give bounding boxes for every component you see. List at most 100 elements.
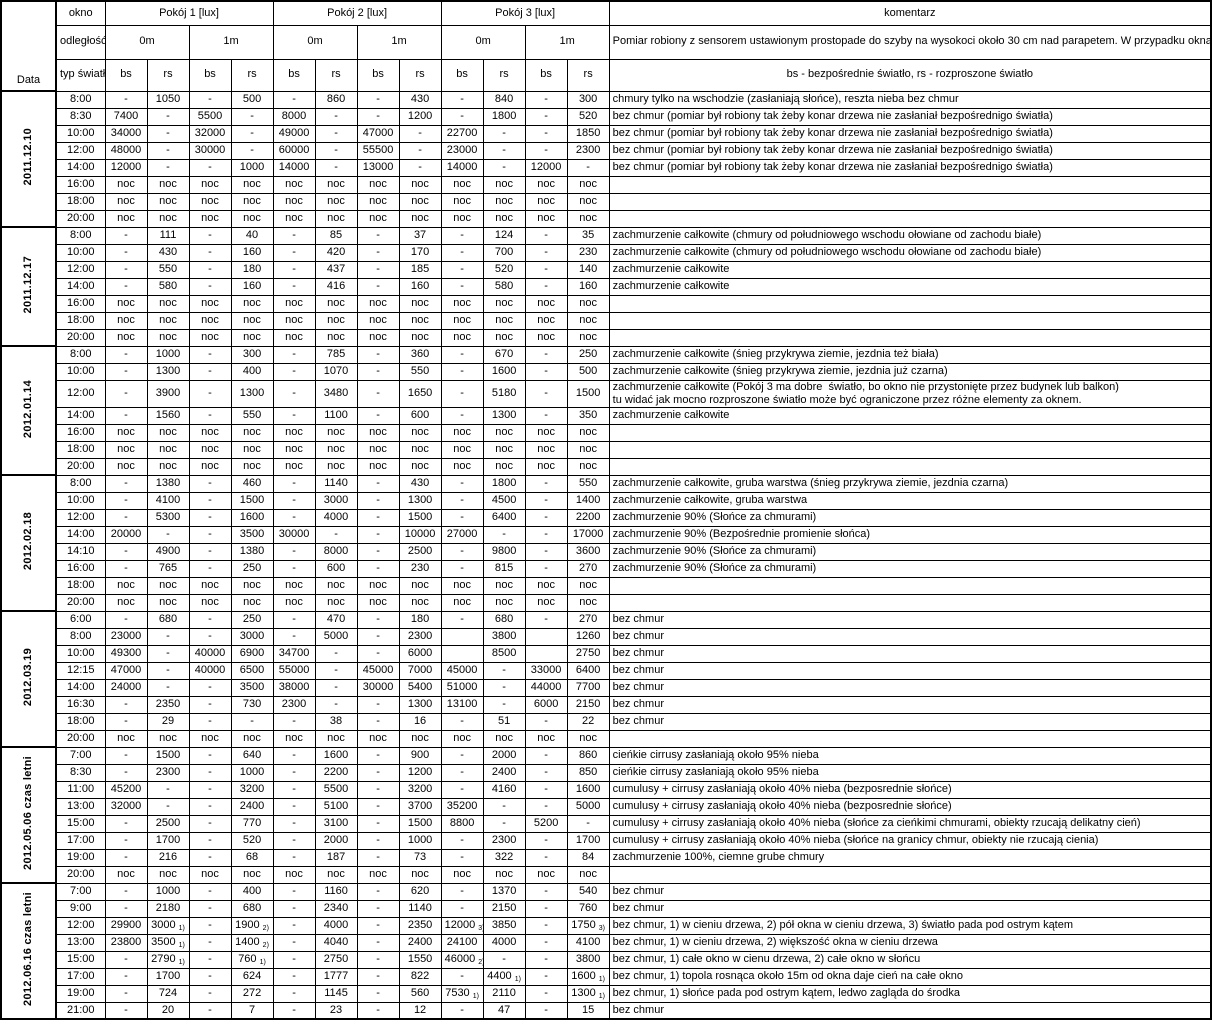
value-cell: 3700 [398, 797, 442, 816]
value-cell: noc [104, 209, 148, 228]
value-cell: 1260 [566, 627, 610, 646]
value-cell: - [524, 848, 568, 867]
table-row: 20:00 noc noc noc noc noc noc noc noc noc noc noc no… [1, 328, 1212, 347]
value-cell: 724 [146, 984, 190, 1003]
time-cell: 20:00 [55, 457, 106, 476]
value-cell: 29 [146, 712, 190, 731]
value-cell: noc [482, 175, 526, 194]
value-cell: 3500 [230, 525, 274, 544]
value-cell: 3480 [314, 379, 358, 408]
value-cell: - [272, 746, 316, 765]
value-cell: 47 [482, 1001, 526, 1020]
value-cell: 1300 [398, 695, 442, 714]
value-cell: 1200 [398, 763, 442, 782]
value-cell: noc [566, 865, 610, 884]
value-cell: noc [104, 311, 148, 330]
value-cell: noc [440, 328, 484, 347]
value-cell: 8000 [272, 107, 316, 126]
value-cell: 2750 [314, 950, 358, 969]
value-cell: 1900 2) [230, 916, 274, 935]
value-cell: 760 1) [230, 950, 274, 969]
value-cell: noc [356, 328, 400, 347]
value-cell: - [188, 610, 232, 629]
value-cell: noc [146, 192, 190, 211]
header-row-type: typ światła bs rs bs rs bs rs bs rs bs r… [1, 58, 1212, 92]
value-cell: 2400 [482, 763, 526, 782]
value-cell: noc [524, 175, 568, 194]
value-cell: - [314, 661, 358, 680]
value-cell: - [104, 695, 148, 714]
value-cell: 6000 [524, 695, 568, 714]
value-cell: 111 [146, 226, 190, 245]
value-cell: noc [440, 865, 484, 884]
value-cell: 3200 [230, 780, 274, 799]
time-cell: 18:00 [55, 192, 106, 211]
value-cell: 7400 [104, 107, 148, 126]
value-cell: 1400 2) [230, 933, 274, 952]
footnote-marker: 1) [259, 959, 266, 967]
value-cell: - [104, 277, 148, 296]
value-cell: 1050 [146, 90, 190, 109]
value-cell: - [356, 1001, 400, 1020]
value-cell: noc [230, 328, 274, 347]
value-cell: 180 [398, 610, 442, 629]
value-cell: noc [104, 192, 148, 211]
value-cell: - [104, 90, 148, 109]
room1-0m-header: 0m [104, 24, 190, 60]
value-cell: noc [356, 423, 400, 442]
footnote-marker: 3) [478, 925, 483, 933]
value-cell: - [314, 695, 358, 714]
value-cell: 2500 [398, 542, 442, 561]
value-cell: - [272, 950, 316, 969]
value-cell: - [146, 124, 190, 143]
table-row: 8:00 23000- -3000-5000-2300 3800 1260 bez chm… [1, 627, 1212, 646]
value-cell: 49000 [272, 124, 316, 143]
value-cell: 5200 [524, 814, 568, 833]
value-cell: 37 [398, 226, 442, 245]
value-cell: - [524, 610, 568, 629]
r1-0m-bs-header: bs [104, 58, 148, 92]
value-cell: - [524, 950, 568, 969]
value-cell: 1600 [482, 362, 526, 381]
value-cell: 47000 [356, 124, 400, 143]
value-cell: noc [230, 423, 274, 442]
value-cell: - [356, 90, 400, 109]
value-cell: noc [398, 175, 442, 194]
value-cell: - [524, 226, 568, 245]
value-cell: 1400 [566, 491, 610, 510]
value-cell: - [440, 1001, 484, 1020]
value-cell: 5400 [398, 678, 442, 697]
value-cell: - [272, 712, 316, 731]
value-cell: - [104, 746, 148, 765]
value-cell: - [524, 525, 568, 544]
value-cell: 8500 [482, 644, 526, 663]
value-cell: 350 [566, 406, 610, 425]
comment-cell: bez chmur (pomiar był robiony tak żeby k… [608, 141, 1212, 160]
time-cell: 8:00 [55, 90, 106, 109]
time-cell: 20:00 [55, 729, 106, 748]
value-cell: - [146, 644, 190, 663]
value-cell: - [188, 899, 232, 918]
value-cell: noc [524, 729, 568, 748]
value-cell: - [482, 678, 526, 697]
value-cell: noc [356, 576, 400, 595]
value-cell: 60000 [272, 141, 316, 160]
table-row: 18:00 noc noc noc noc noc noc noc noc noc noc noc no… [1, 576, 1212, 595]
table-row: 18:00 noc noc noc noc noc noc noc noc noc noc noc no… [1, 192, 1212, 211]
footnote-marker: 1) [598, 976, 605, 984]
comment-cell: bez chmur (pomiar był robiony tak żeby k… [608, 124, 1212, 143]
value-cell: noc [230, 729, 274, 748]
value-cell: noc [272, 576, 316, 595]
value-cell: - [482, 141, 526, 160]
value-cell: 785 [314, 345, 358, 364]
r1-1m-bs-header: bs [188, 58, 232, 92]
value-cell: noc [146, 294, 190, 313]
time-cell: 12:00 [55, 260, 106, 279]
table-row: 19:00-216-68-187-73-322-84 zachmurzenie 1… [1, 848, 1212, 867]
value-cell: 1500 [398, 814, 442, 833]
value-cell: - [272, 90, 316, 109]
value-cell: 1070 [314, 362, 358, 381]
room1-header: Pokój 1 [lux] [104, 0, 274, 26]
room2-1m-header: 1m [356, 24, 442, 60]
value-cell: - [230, 107, 274, 126]
